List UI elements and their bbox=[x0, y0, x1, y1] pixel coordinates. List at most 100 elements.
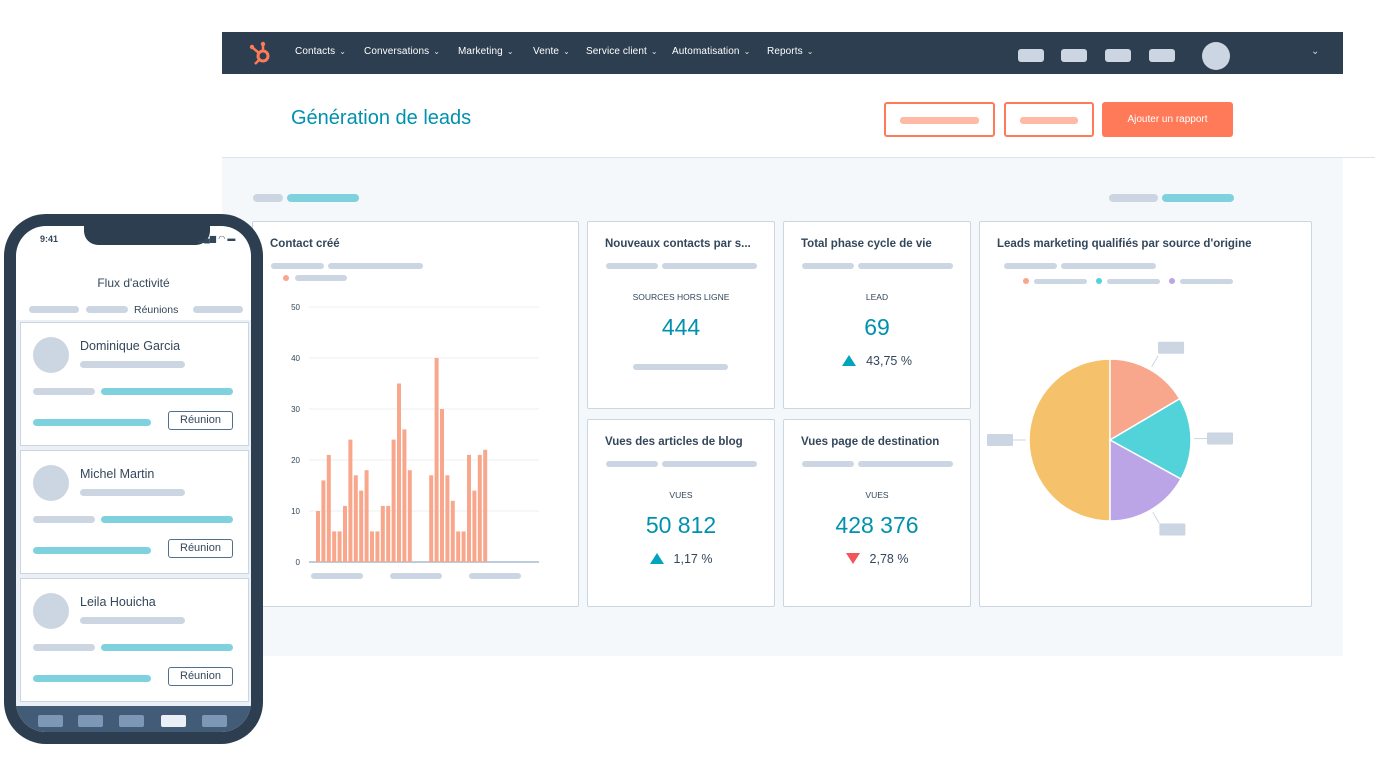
top-navigation-bar: Contacts ⌄ Conversations ⌄ Marketing ⌄ Vent… bbox=[222, 32, 1343, 74]
bar bbox=[472, 490, 477, 562]
kpi-footer-placeholder bbox=[633, 364, 728, 370]
secondary-button[interactable] bbox=[1004, 102, 1094, 137]
kpi-label: VUES bbox=[669, 490, 693, 500]
nav-item-reports[interactable]: Reports ⌄ bbox=[767, 46, 814, 57]
bar bbox=[402, 429, 407, 562]
subtitle-placeholder bbox=[1004, 263, 1057, 269]
subtitle-placeholder bbox=[662, 461, 757, 467]
card-landing-views[interactable]: Vues page de destination VUES 428 376 2,… bbox=[783, 419, 971, 607]
legend-dot bbox=[1023, 278, 1029, 284]
meeting-button[interactable]: Réunion bbox=[168, 667, 233, 686]
activity-feed-title: Flux d'activité bbox=[97, 276, 170, 290]
nav-item-conversations[interactable]: Conversations ⌄ bbox=[364, 46, 441, 57]
nav-item-marketing[interactable]: Marketing ⌄ bbox=[458, 46, 514, 57]
filter-placeholder[interactable] bbox=[1162, 194, 1234, 202]
card-mql-by-source[interactable]: Leads marketing qualifiés par source d'o… bbox=[979, 221, 1312, 607]
chevron-down-icon: ⌄ bbox=[650, 47, 658, 56]
nav-item-contacts[interactable]: Contacts ⌄ bbox=[295, 46, 347, 57]
trend-down-icon bbox=[845, 553, 860, 564]
nav-utility-icon[interactable] bbox=[1018, 49, 1044, 62]
bar bbox=[343, 505, 347, 562]
nav-item-automatisation[interactable]: Automatisation ⌄ bbox=[672, 46, 751, 57]
y-tick-label: 40 bbox=[291, 354, 300, 363]
bar bbox=[429, 475, 434, 562]
filter-placeholder[interactable] bbox=[1109, 194, 1158, 202]
tab-placeholder[interactable] bbox=[193, 306, 243, 313]
avatar bbox=[33, 337, 69, 373]
list-item[interactable]: Michel Martin Réunion bbox=[20, 450, 249, 574]
nav-item-service-client[interactable]: Service client ⌄ bbox=[586, 46, 658, 57]
pie-slice bbox=[1028, 358, 1111, 522]
avatar bbox=[33, 465, 69, 501]
bar bbox=[450, 500, 455, 562]
kpi-value: 444 bbox=[661, 314, 701, 340]
legend-placeholder bbox=[1034, 279, 1087, 284]
list-item[interactable]: Dominique Garcia Réunion bbox=[20, 322, 249, 446]
meeting-button[interactable]: Réunion bbox=[168, 539, 233, 558]
filter-placeholder[interactable] bbox=[287, 194, 359, 202]
contact-name: Michel Martin bbox=[80, 467, 155, 481]
phone-screen: 9:41 ▂▄▆ ◠ ▬ Flux d'activité Réunions Do… bbox=[16, 226, 251, 732]
contact-name: Dominique Garcia bbox=[80, 339, 181, 353]
card-lifecycle-stage[interactable]: Total phase cycle de vie LEAD 69 43,75 % bbox=[783, 221, 971, 409]
meeting-button[interactable]: Réunion bbox=[168, 411, 233, 430]
kpi-change: 2,78 % bbox=[784, 552, 970, 566]
pie-slice bbox=[1109, 358, 1181, 442]
nav-utility-icon[interactable] bbox=[1149, 49, 1175, 62]
button-label-placeholder bbox=[900, 117, 979, 124]
y-tick-label: 20 bbox=[291, 456, 300, 465]
legend-placeholder bbox=[1180, 279, 1233, 284]
kpi-value: 50 812 bbox=[645, 512, 717, 538]
detail-placeholder bbox=[33, 419, 151, 426]
filter-placeholder[interactable] bbox=[253, 194, 283, 202]
bar bbox=[353, 475, 358, 562]
bottom-nav-icon[interactable] bbox=[202, 715, 227, 727]
tab-reunions[interactable]: Réunions bbox=[134, 304, 179, 316]
user-avatar[interactable] bbox=[1202, 42, 1230, 70]
nav-utility-icon[interactable] bbox=[1061, 49, 1087, 62]
bar bbox=[407, 470, 412, 562]
bar bbox=[445, 475, 450, 562]
subtitle-placeholder bbox=[1061, 263, 1156, 269]
detail-placeholder bbox=[33, 675, 151, 682]
hubspot-sprocket-icon[interactable] bbox=[248, 40, 274, 66]
bottom-nav-icon[interactable] bbox=[78, 715, 103, 727]
tab-placeholder[interactable] bbox=[29, 306, 79, 313]
bar bbox=[380, 505, 385, 562]
card-blog-views[interactable]: Vues des articles de blog VUES 50 812 1,… bbox=[587, 419, 775, 607]
detail-placeholder bbox=[80, 361, 185, 368]
subtitle-placeholder bbox=[606, 461, 658, 467]
y-tick-label: 30 bbox=[291, 405, 300, 414]
chevron-down-icon: ⌄ bbox=[433, 47, 441, 56]
card-contacts-created[interactable]: Contact créé 0 10 20 30 40 50 bbox=[252, 221, 579, 607]
subtitle-placeholder bbox=[662, 263, 757, 269]
card-new-contacts[interactable]: Nouveaux contacts par s... SOURCES HORS … bbox=[587, 221, 775, 409]
subtitle-placeholder bbox=[271, 263, 324, 269]
bar bbox=[397, 383, 401, 562]
bar bbox=[467, 454, 471, 562]
bottom-nav-icon[interactable] bbox=[119, 715, 144, 727]
add-report-button[interactable]: Ajouter un rapport bbox=[1102, 102, 1233, 137]
chevron-down-icon[interactable]: ⌄ bbox=[1311, 46, 1320, 57]
desktop-app-window: Contacts ⌄ Conversations ⌄ Marketing ⌄ Vent… bbox=[222, 32, 1375, 656]
bar bbox=[326, 454, 331, 562]
legend-dot bbox=[283, 275, 289, 281]
detail-placeholder bbox=[33, 516, 95, 523]
bottom-nav-icon[interactable] bbox=[38, 715, 63, 727]
chevron-down-icon: ⌄ bbox=[743, 47, 751, 56]
bar bbox=[461, 531, 466, 562]
nav-item-vente[interactable]: Vente ⌄ bbox=[533, 46, 570, 57]
secondary-button[interactable] bbox=[884, 102, 995, 137]
leader-line bbox=[1151, 355, 1159, 368]
nav-utility-icon[interactable] bbox=[1105, 49, 1131, 62]
pie-slice bbox=[1108, 397, 1192, 481]
subtitle-placeholder bbox=[858, 263, 953, 269]
list-item[interactable]: Leila Houicha Réunion bbox=[20, 578, 249, 702]
card-title: Vues des articles de blog bbox=[605, 436, 743, 448]
bar bbox=[316, 511, 320, 562]
tab-placeholder[interactable] bbox=[86, 306, 128, 313]
subtitle-placeholder bbox=[328, 263, 423, 269]
bottom-nav-icon-active[interactable] bbox=[161, 715, 186, 727]
bar bbox=[370, 531, 374, 562]
trend-up-icon bbox=[842, 355, 857, 366]
